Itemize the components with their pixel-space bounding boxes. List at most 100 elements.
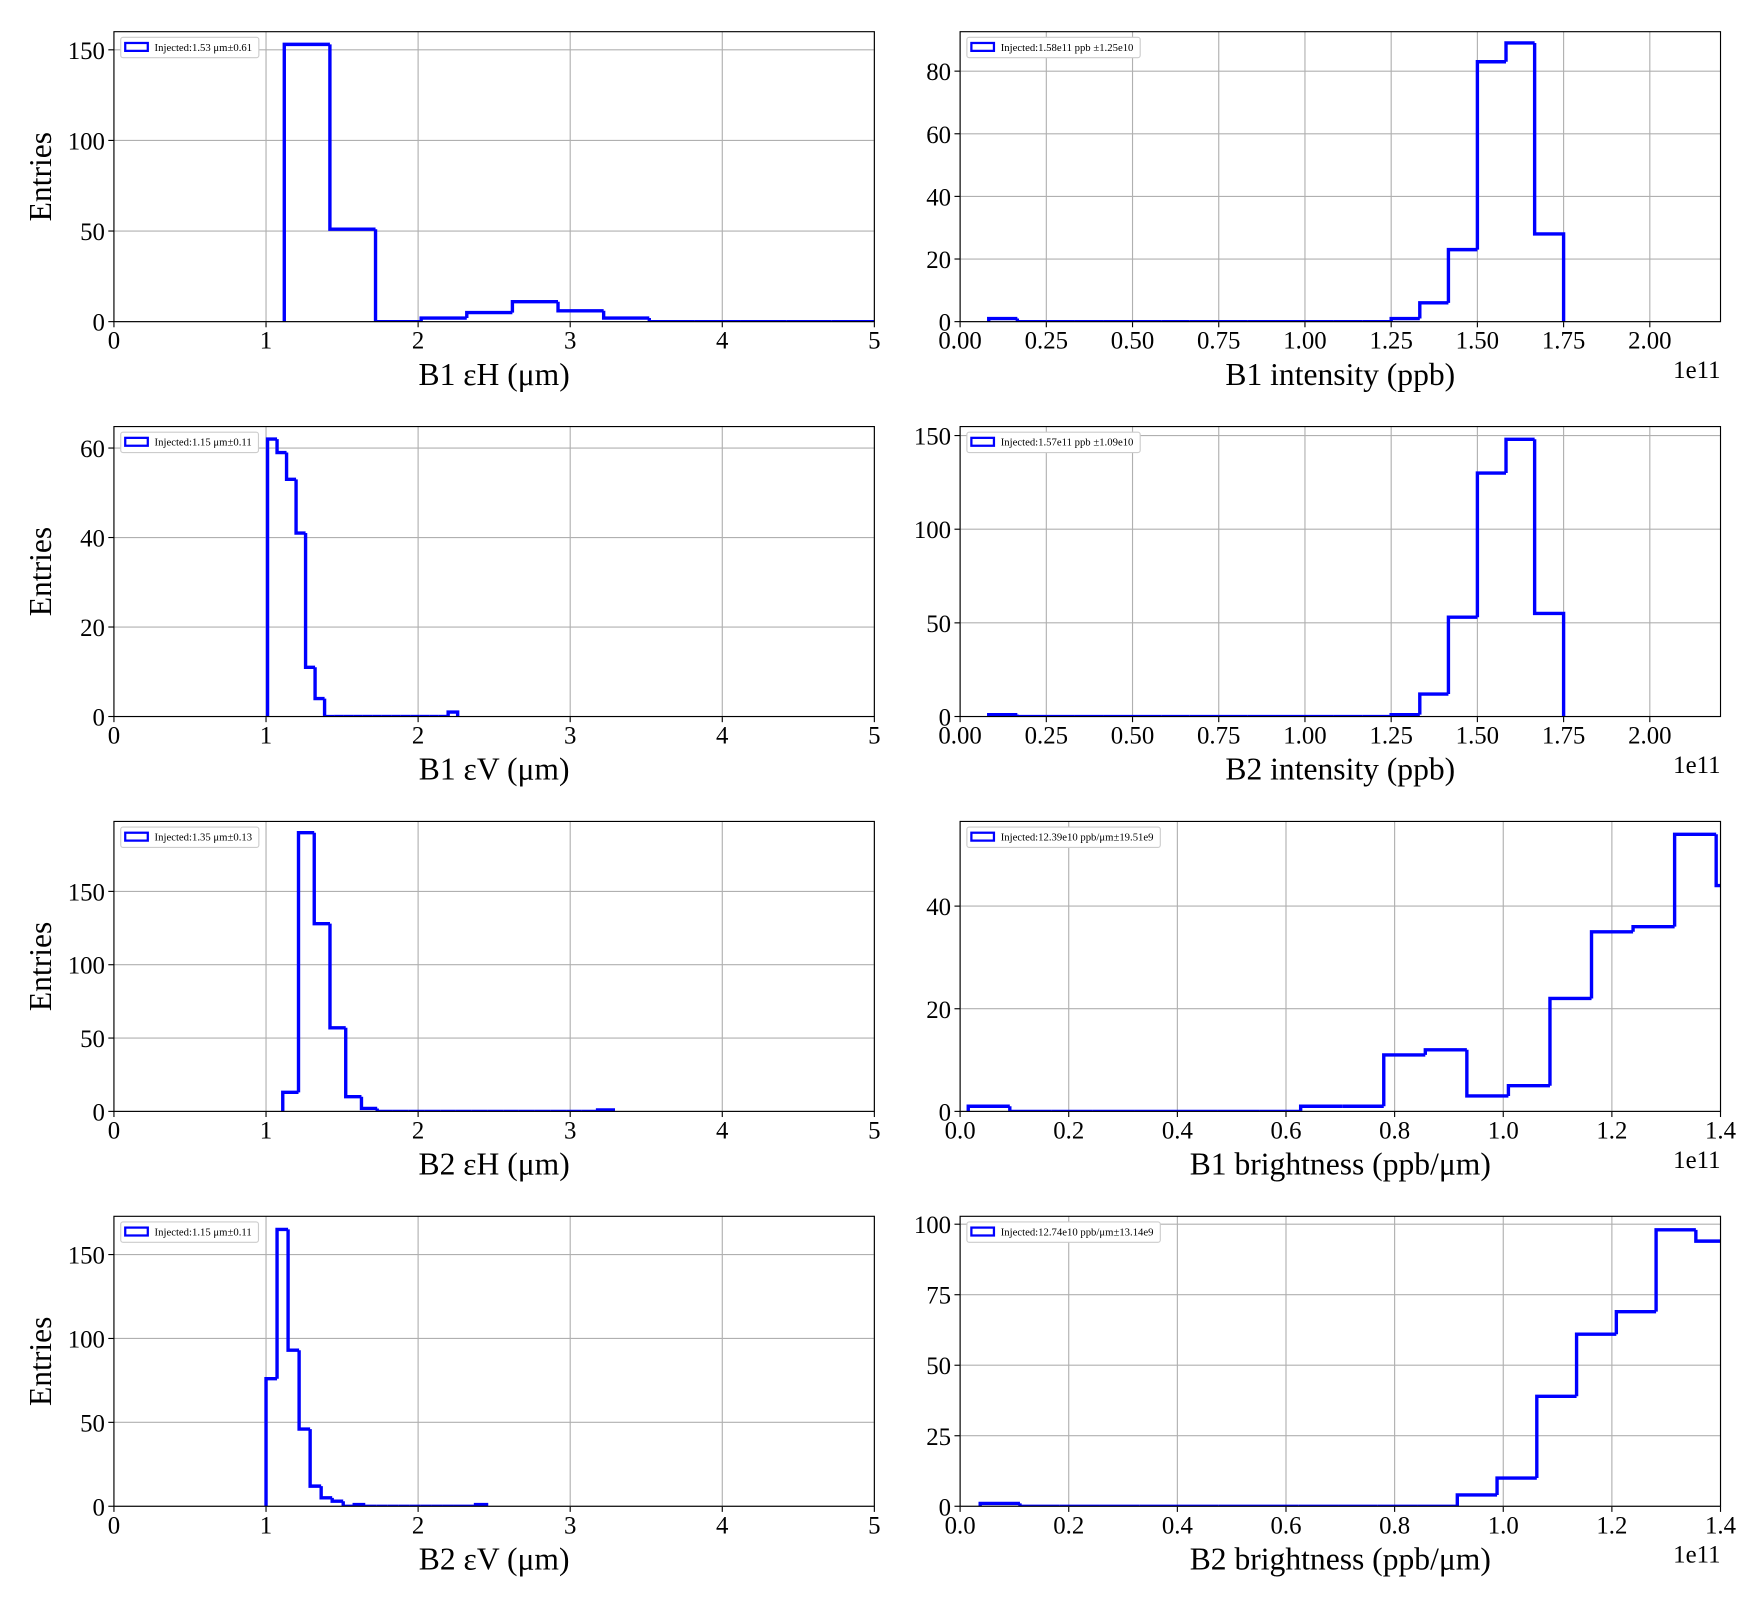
axes-frame [113,31,875,323]
axes-frame [113,426,875,718]
histogram-step [1535,1394,1577,1479]
x-tick-label: 1.75 [1542,723,1585,750]
legend-box [966,826,1161,848]
histogram-step [1389,712,1420,717]
histogram-step [1504,437,1535,474]
x-axis-label: B1 intensity (ppb) [1225,357,1455,392]
histogram-step [1589,930,1634,999]
y-tick-label: 20 [926,247,951,274]
histogram-step [322,698,335,717]
x-tick-label: 5 [868,328,880,355]
y-tick-label: 150 [68,38,105,65]
x-tick-label: 0.25 [1025,328,1068,355]
plot-area [264,1227,489,1507]
legend-label: Injected:1.15 μm±0.11 [155,437,252,449]
legend: Injected:1.57e11 ppb ±1.09e10 [966,431,1141,454]
plot-area [282,42,875,322]
histogram-step [1455,1493,1498,1507]
legend-label: Injected:12.74e10 ppb/μm±13.14e9 [1001,1226,1154,1238]
x-tick-label: 1.75 [1542,328,1585,355]
histogram-step [1465,1049,1509,1098]
legend: Injected:1.15 μm±0.11 [120,431,260,454]
x-tick-label: 1.50 [1456,328,1499,355]
subplot: 0 1 2 3 4 5 0 20 40 60 B1 εV (μm) Entries Injected:1… [23,426,881,787]
histogram-step [294,479,306,535]
histogram-step [1298,1104,1343,1112]
x-axis-label: B2 εH (μm) [419,1147,570,1182]
y-tick-label: 100 [914,517,951,544]
x-tick-label: 1 [260,1117,272,1144]
legend-swatch [124,1226,149,1237]
x-tick-label: 2.00 [1628,723,1671,750]
legend-box [966,1221,1161,1243]
x-tick-label: 5 [868,723,880,750]
x-tick-label: 0.25 [1025,723,1068,750]
x-tick-label: 1.4 [1705,1512,1737,1539]
histogram-step [319,1486,333,1500]
x-axis-label: B1 εV (μm) [419,752,570,787]
axes-frame [113,820,875,1112]
y-tick-label: 150 [68,1243,105,1270]
histogram-step [275,439,287,455]
plot-area [978,1228,1721,1507]
x-tick-label: 4 [716,723,729,750]
axes-frame [959,820,1722,1112]
histogram-step [473,1502,489,1507]
x-tick-label: 1.25 [1369,723,1412,750]
histogram-step [303,533,316,669]
histogram-step [1532,439,1566,717]
histogram-step [446,710,460,717]
histogram-step [1418,301,1449,319]
y-tick-label: 50 [80,219,105,246]
legend: Injected:1.35 μm±0.13 [120,826,260,848]
y-tick-label: 100 [68,1326,105,1353]
x-tick-label: 0 [108,1117,120,1144]
histogram-step [308,1429,322,1488]
x-tick-label: 0.75 [1197,723,1240,750]
histogram-step [375,1108,393,1112]
y-tick-label: 0 [939,1099,951,1126]
y-tick-label: 100 [914,1212,951,1239]
histogram-step [601,310,650,320]
y-tick-label: 60 [926,122,951,149]
offset-text: 1e11 [1673,1147,1720,1174]
y-tick-label: 20 [926,997,951,1024]
x-tick-label: 3 [564,328,576,355]
legend-swatch [124,831,149,842]
histogram-step [1672,832,1717,927]
y-tick-label: 40 [926,894,951,921]
y-axis-label: Entries [23,132,58,221]
y-tick-label: 20 [80,615,105,642]
histogram-step [281,1090,299,1112]
plot-area [987,41,1566,322]
legend-swatch [970,41,996,53]
y-tick-label: 50 [926,1353,951,1380]
legend-swatch [970,831,996,842]
histogram-step [363,1504,377,1507]
x-tick-label: 1.4 [1705,1117,1737,1144]
x-tick-label: 2 [412,723,424,750]
x-tick-label: 2 [412,1512,424,1539]
legend-label: Injected:1.15 μm±0.11 [155,1226,252,1238]
y-tick-label: 60 [80,436,105,463]
legend-swatch [124,436,149,447]
x-tick-label: 2 [412,1117,424,1144]
histogram-step [330,1497,344,1503]
x-tick-label: 0 [108,1512,120,1539]
x-tick-label: 0.0 [945,1512,976,1539]
x-tick-label: 1.2 [1596,1117,1627,1144]
x-tick-label: 1.0 [1488,1117,1519,1144]
histogram-step [1015,318,1047,322]
legend: Injected:1.53 μm±0.61 [120,36,260,59]
legend: Injected:12.74e10 ppb/μm±13.14e9 [966,1221,1161,1243]
y-tick-label: 0 [93,1494,105,1521]
y-tick-label: 50 [926,611,951,638]
x-axis-label: B2 intensity (ppb) [1225,752,1455,787]
y-tick-label: 75 [926,1283,951,1310]
x-tick-label: 1.2 [1596,1512,1627,1539]
histogram-step [344,1027,362,1099]
histogram-step [264,1377,278,1507]
x-tick-label: 0.4 [1162,1512,1194,1539]
